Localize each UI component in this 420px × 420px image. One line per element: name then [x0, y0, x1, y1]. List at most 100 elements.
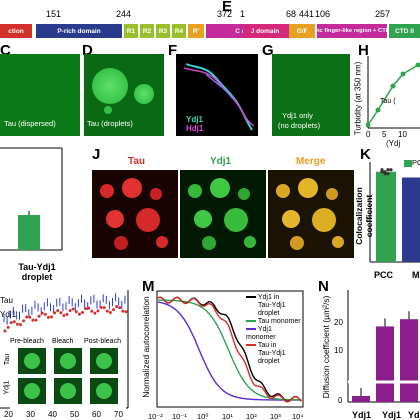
- droplet: [312, 208, 336, 232]
- tau-pos-151: 151: [46, 9, 62, 19]
- i-xlabel-1: Tau-Ydj1: [18, 262, 56, 272]
- n-ylabel: Diffusion coefficient (µm²/s): [321, 295, 331, 399]
- m-ylabel: Normalized autocorrelation: [141, 296, 151, 398]
- l-legend-tau: Tau: [0, 296, 13, 305]
- micrograph-f: Ydj1 Hdj1: [176, 54, 258, 136]
- droplet: [194, 210, 212, 228]
- l-point-tau: [124, 310, 128, 314]
- ydj1-pos-1: 1: [240, 9, 246, 19]
- droplet: [298, 178, 318, 198]
- n-ytick: 0: [338, 396, 343, 405]
- micrograph-j-merge: [268, 170, 354, 258]
- droplet: [106, 210, 124, 228]
- ydj1-domain-gf: G/F: [289, 24, 315, 38]
- droplet: [104, 106, 112, 114]
- k-bar: [402, 177, 420, 262]
- l-point-tau: [6, 325, 10, 329]
- m-xtick: 10⁻²: [148, 412, 163, 420]
- l-label-postbleach: Post-bleach: [84, 338, 121, 345]
- l-point-tau: [28, 315, 32, 319]
- droplet: [276, 184, 290, 198]
- ydj1-domain-zinc: Zinc finger-like region + CTD I: [317, 24, 387, 38]
- l-point-tau: [19, 323, 22, 327]
- tau-domain-r2: R2: [140, 24, 154, 38]
- l-point-tau: [62, 314, 66, 318]
- n-xtick: Ydj1: [352, 410, 372, 420]
- l-point-tau: [105, 309, 109, 313]
- caption-d: Tau (droplets): [87, 119, 133, 128]
- panel-label-e: E: [222, 0, 233, 15]
- micrograph-d: Tau (droplets): [84, 54, 164, 136]
- k-legend-swatch: [404, 160, 412, 167]
- j-title-ydj1: Ydj1: [210, 156, 232, 167]
- fiber-network: [183, 63, 255, 131]
- micrograph-j-ydj1: [180, 170, 266, 258]
- droplet: [210, 178, 230, 198]
- h-xtick-5: 5: [382, 130, 387, 139]
- droplet: [150, 188, 162, 200]
- micrograph-c: Tau (dispersed): [0, 54, 80, 136]
- l-point-tau: [40, 311, 44, 315]
- m-legend-label: Tau-Ydj1 droplet: [258, 302, 286, 317]
- m-xtick: 10⁰: [197, 412, 209, 420]
- k-point: [386, 172, 390, 176]
- l-point-tau: [3, 329, 7, 333]
- tau-pos-244: 244: [116, 9, 132, 19]
- l-xtick-50: 50: [70, 410, 79, 419]
- tau-pos-441: 441: [299, 9, 315, 19]
- n-bar: [352, 396, 370, 402]
- micrograph-g: Ydj1 only (no droplets): [272, 54, 350, 136]
- m-legend-item: Ydj1 monomer: [246, 326, 302, 342]
- m-curve-tau-droplet: [157, 296, 302, 403]
- l-point-tau: [9, 321, 13, 325]
- frap-tile: [54, 378, 82, 404]
- chart-h: [366, 56, 420, 129]
- k-xtick-m: M: [412, 270, 420, 280]
- m-xtick: 10⁴: [292, 412, 304, 420]
- h-point: [400, 71, 406, 77]
- l-point-tau: [99, 305, 103, 309]
- h-xtick-0: 0: [366, 130, 371, 139]
- l-point-tau: [77, 312, 81, 316]
- i-xlabel-2: droplet: [21, 272, 53, 282]
- l-xtick-40: 40: [48, 410, 57, 419]
- l-xtick-20: 20: [4, 410, 13, 419]
- legend-hdj1: Hdj1: [186, 124, 204, 133]
- l-point-tau: [74, 310, 78, 314]
- droplet: [238, 188, 250, 200]
- panel-label-n: N: [318, 278, 329, 295]
- l-point-tau: [84, 307, 88, 311]
- tau-domain-prich: P-rich domain: [36, 24, 122, 38]
- m-curve-ydj1-monomer: [157, 301, 302, 401]
- chart-i: [0, 147, 63, 251]
- panel-label-m: M: [142, 278, 155, 295]
- l-point-tau: [121, 309, 125, 313]
- h-point: [415, 62, 420, 68]
- l-point-tau: [102, 306, 106, 310]
- ydj1-pos-257: 257: [375, 9, 391, 19]
- l-row-ydj1: Ydj1: [3, 380, 11, 395]
- frap-tile: [90, 378, 118, 404]
- l-inset: Pre-bleach Bleach Post-bleach Tau Ydj1: [4, 338, 126, 410]
- h-point: [375, 107, 381, 113]
- droplet: [244, 236, 256, 248]
- panel-label-k: K: [360, 146, 371, 163]
- m-legend-item: Tau monomer: [246, 318, 302, 326]
- m-xtick: 10¹: [222, 412, 233, 420]
- tau-domain-r3: R3: [156, 24, 170, 38]
- l-point-tau: [87, 306, 91, 310]
- droplet: [224, 208, 248, 232]
- l-point-tau: [22, 319, 26, 323]
- l-point-tau: [112, 308, 115, 312]
- l-point-tau: [53, 311, 57, 315]
- h-ylabel-wrap: Turbidity (at 350 nm): [350, 62, 363, 142]
- m-legend: Ydj1 in Tau-Ydj1 droplet Tau monomer Ydj…: [246, 294, 302, 366]
- caption-c: Tau (dispersed): [4, 119, 56, 128]
- micrograph-j-tau: [92, 170, 178, 258]
- k-point: [386, 168, 390, 172]
- tau-pos-372: 372: [217, 9, 233, 19]
- tau-domain-rprime: R': [188, 24, 204, 38]
- k-ylabel-wrap: Colocalization coefficient: [354, 166, 374, 262]
- droplet: [92, 68, 128, 104]
- l-point-tau: [68, 308, 72, 312]
